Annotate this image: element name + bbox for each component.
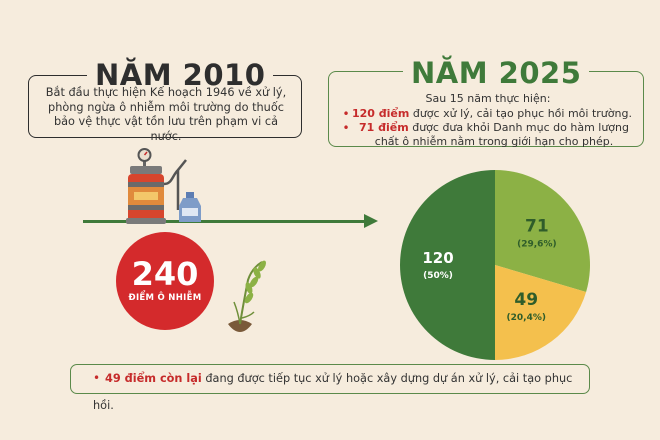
pie-percent-label: (29,6%): [517, 240, 556, 250]
description-2010: Bắt đầu thực hiện Kế hoạch 1946 về xử lý…: [45, 86, 287, 143]
bullet-dot-icon: •: [342, 107, 350, 121]
timeline-arrow-line: [83, 220, 373, 223]
pollution-count-label: ĐIỂM Ô NHIỄM: [128, 293, 202, 303]
pie-slice: [495, 170, 590, 292]
arrow-head-icon: [364, 214, 378, 228]
pie-value-label: 120: [422, 249, 453, 267]
bottom-note: • 49 điểm còn lại đang được tiếp tục xử l…: [70, 364, 590, 412]
pie-value-label: 49: [514, 290, 538, 310]
bullet-highlight: 71 điểm: [359, 121, 409, 134]
description-2025: Sau 15 năm thực hiện: • 120 điểm được xử…: [340, 92, 636, 149]
lead-text: Sau 15 năm thực hiện:: [425, 92, 551, 105]
bullet-body: được xử lý, cải tạo phục hồi môi trường.: [409, 107, 632, 120]
bullet-item: • 71 điểm được đưa khỏi Danh mục do hàm …: [340, 121, 636, 149]
pie-slice: [495, 265, 587, 360]
bullet-body: được đưa khỏi Danh mục do hàm lượng chất…: [374, 121, 629, 148]
pollution-count: 240: [131, 255, 199, 293]
pie-percent-label: (20,4%): [507, 313, 546, 323]
pie-slice: [400, 170, 495, 360]
bullet-highlight: 120 điểm: [352, 107, 410, 120]
bullet-dot-icon: •: [93, 371, 101, 385]
pollution-count-circle: 240 ĐIỂM Ô NHIỄM: [116, 232, 214, 330]
bottom-highlight: 49 điểm còn lại: [105, 372, 202, 385]
bullet-item: • 120 điểm được xử lý, cải tạo phục hồi …: [340, 107, 636, 121]
bullet-text: 120 điểm được xử lý, cải tạo phục hồi mô…: [352, 107, 632, 121]
bullet-dot-icon: •: [342, 121, 350, 135]
pie-percent-label: (50%): [423, 271, 453, 281]
bullet-text: 71 điểm được đưa khỏi Danh mục do hàm lư…: [352, 121, 636, 149]
title-2010: NĂM 2010: [87, 58, 274, 92]
pie-value-label: 71: [525, 217, 549, 237]
title-2025: NĂM 2025: [403, 56, 590, 90]
bottom-text: đang được tiếp tục xử lý hoặc xây dựng d…: [93, 372, 573, 412]
